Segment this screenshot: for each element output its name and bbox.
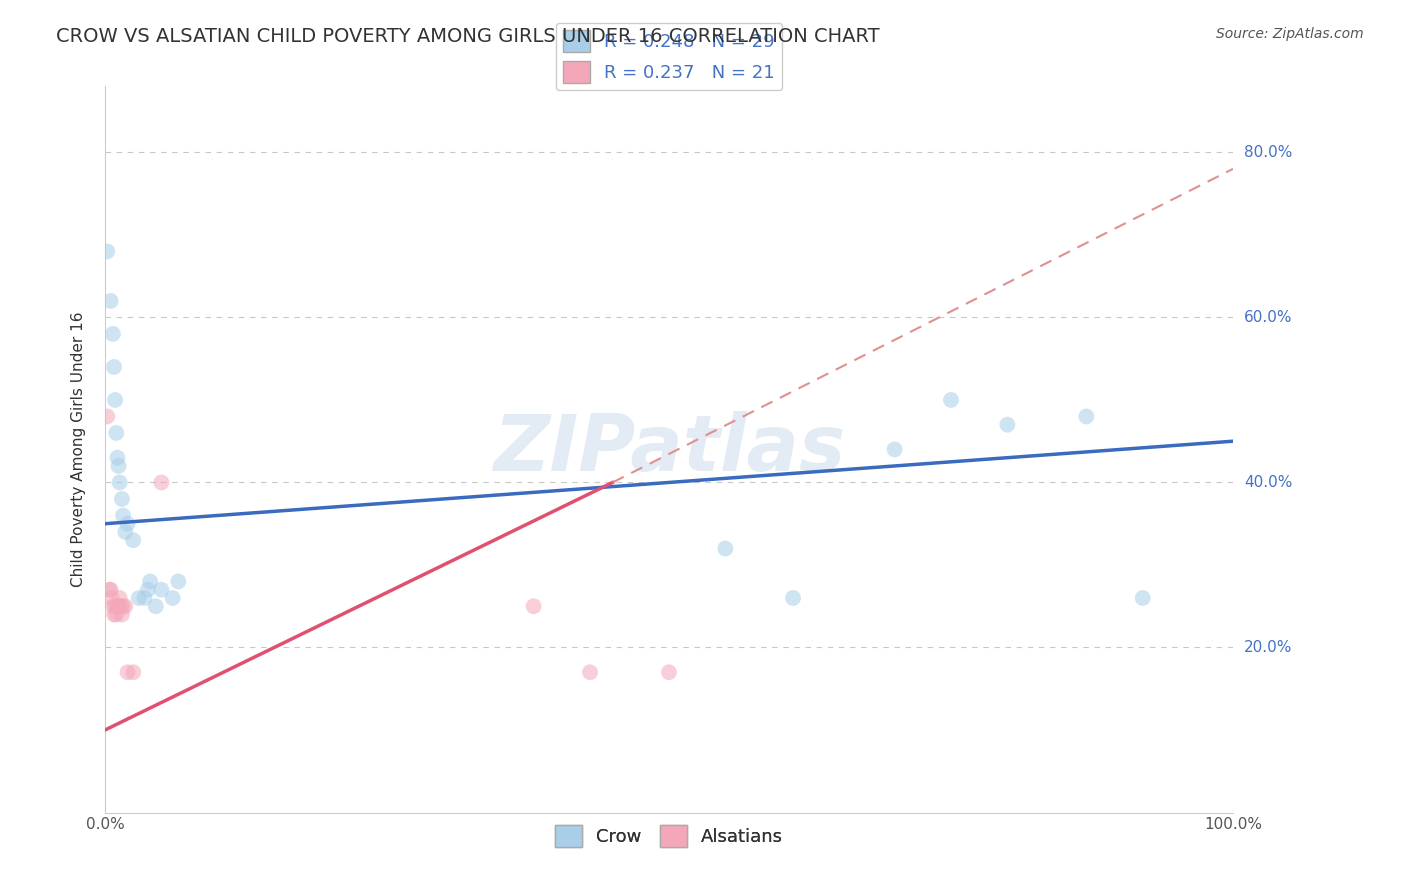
Text: ZIPatlas: ZIPatlas: [494, 411, 845, 487]
Point: [579, 665, 602, 680]
Point: [112, 599, 135, 614]
Point: [995, 417, 1018, 432]
Point: [122, 533, 145, 548]
Point: [117, 516, 139, 531]
Point: [1132, 591, 1154, 605]
Point: [104, 392, 127, 407]
Point: [100, 591, 122, 605]
Point: [101, 599, 124, 614]
Point: [122, 665, 145, 680]
Point: [103, 607, 125, 622]
Point: [105, 425, 128, 440]
Legend: Crow, Alsatians: Crow, Alsatians: [547, 818, 790, 855]
Point: [658, 665, 681, 680]
Point: [100, 293, 122, 308]
Point: [136, 582, 159, 597]
Point: [96, 244, 118, 259]
Point: [105, 607, 128, 622]
Text: 20.0%: 20.0%: [1244, 640, 1292, 655]
Point: [107, 599, 129, 614]
Point: [134, 591, 156, 605]
Point: [105, 450, 128, 465]
Point: [883, 442, 905, 457]
Point: [101, 326, 124, 341]
Point: [104, 599, 127, 614]
Point: [117, 665, 139, 680]
Point: [107, 458, 129, 473]
Point: [1076, 409, 1098, 424]
Point: [114, 599, 136, 614]
Point: [98, 582, 121, 597]
Text: CROW VS ALSATIAN CHILD POVERTY AMONG GIRLS UNDER 16 CORRELATION CHART: CROW VS ALSATIAN CHILD POVERTY AMONG GIR…: [56, 27, 880, 45]
Point: [128, 591, 150, 605]
Text: 40.0%: 40.0%: [1244, 475, 1292, 490]
Point: [100, 582, 122, 597]
Point: [111, 491, 134, 506]
Point: [114, 524, 136, 539]
Point: [714, 541, 737, 556]
Text: 60.0%: 60.0%: [1244, 310, 1292, 325]
Point: [110, 599, 132, 614]
Point: [150, 475, 173, 490]
Point: [108, 591, 131, 605]
Text: 80.0%: 80.0%: [1244, 145, 1292, 160]
Point: [939, 392, 962, 407]
Point: [162, 591, 184, 605]
Point: [167, 574, 190, 589]
Point: [782, 591, 804, 605]
Y-axis label: Child Poverty Among Girls Under 16: Child Poverty Among Girls Under 16: [72, 311, 86, 587]
Point: [105, 599, 128, 614]
Point: [111, 607, 134, 622]
Point: [96, 409, 118, 424]
Point: [150, 582, 173, 597]
Point: [523, 599, 546, 614]
Point: [139, 574, 162, 589]
Point: [112, 508, 135, 523]
Point: [145, 599, 167, 614]
Text: Source: ZipAtlas.com: Source: ZipAtlas.com: [1216, 27, 1364, 41]
Point: [103, 359, 125, 374]
Point: [108, 475, 131, 490]
